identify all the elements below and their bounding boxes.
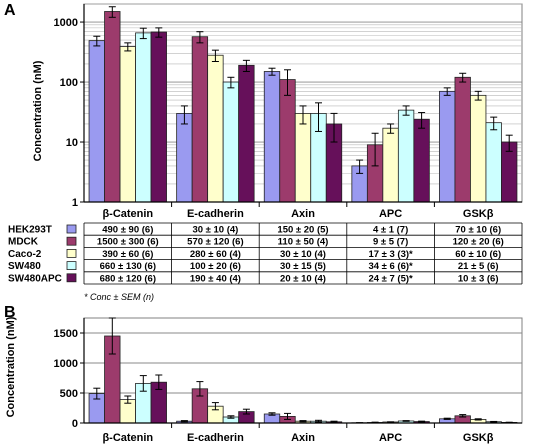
category-label: β-Catenin (102, 432, 153, 444)
table-cell: 30 ± 10 (4) (192, 225, 238, 236)
bar (176, 113, 193, 203)
y-tick-label: 1 (72, 197, 78, 209)
table-cell: 9 ± 5 (7) (373, 237, 408, 248)
y-tick-label: 1000 (54, 17, 78, 29)
table-cell: 680 ± 120 (6) (100, 273, 156, 284)
table-cell: 20 ± 10 (4) (280, 273, 326, 284)
table-cell: 190 ± 40 (4) (190, 273, 241, 284)
bar (413, 118, 430, 203)
y-tick-label: 500 (60, 388, 78, 400)
table-cell: 34 ± 6 (6)* (368, 261, 413, 272)
table-cell: 100 ± 20 (6) (190, 261, 241, 272)
table-cell: 70 ± 10 (6) (455, 225, 501, 236)
bar (397, 109, 415, 203)
table-cell: 1500 ± 300 (6) (97, 237, 159, 248)
bar (88, 40, 105, 203)
bar (382, 127, 399, 203)
table-cell: 4 ± 1 (7) (373, 225, 408, 236)
bar (263, 71, 281, 203)
bar (222, 81, 240, 203)
table-cell: 60 ± 10 (6) (455, 249, 501, 260)
table-cell: 10 ± 3 (6) (458, 273, 499, 284)
table-cell: 570 ± 120 (6) (187, 237, 243, 248)
panel-b-ylabel: Concentration (nM) (5, 316, 17, 417)
bar (191, 36, 209, 203)
category-label: E-cadherin (187, 432, 244, 444)
category-label: β-Catenin (102, 208, 153, 220)
panel-a-label: A (4, 2, 16, 19)
legend-swatch (66, 248, 77, 258)
panel-a-data-table: HEK293T 490 ± 90 (6) 30 ± 10 (4) 150 ± 20 (… (8, 222, 523, 285)
bar (207, 54, 224, 203)
legend-label: SW480 (8, 261, 41, 272)
category-label: GSKβ (463, 208, 494, 220)
table-cell: 150 ± 20 (5) (277, 225, 328, 236)
table-footnote: * Conc ± SEM (n) (84, 292, 154, 302)
legend-swatch (66, 236, 77, 246)
table-cell: 24 ± 7 (5)* (368, 273, 413, 284)
bar (294, 113, 312, 203)
category-label: Axin (291, 432, 315, 444)
table-cell: 390 ± 60 (6) (102, 249, 153, 260)
legend-label: MDCK (8, 237, 39, 248)
bar (470, 94, 487, 203)
panel-b-label: B (4, 304, 16, 321)
category-label: GSKβ (463, 432, 494, 444)
legend-swatch (66, 261, 77, 271)
table-cell: 110 ± 50 (4) (278, 237, 329, 248)
category-label: APC (379, 432, 402, 444)
y-tick-label: 10 (66, 137, 78, 149)
table-cell: 21 ± 5 (6) (458, 261, 499, 272)
y-tick-label: 0 (72, 418, 78, 430)
panel-b-chart: 0 500 1000 1500 β-Catenin E-cadherin Axin APC GS… (54, 317, 523, 444)
bar (238, 64, 255, 203)
table-cell: 280 ± 60 (4) (190, 249, 241, 260)
bar (439, 90, 456, 203)
table-cell: 30 ± 15 (5) (280, 261, 326, 272)
y-tick-label: 100 (60, 77, 78, 89)
category-label: E-cadherin (187, 208, 244, 220)
legend-label: Caco-2 (8, 249, 42, 260)
bar (104, 11, 121, 203)
legend-label: SW480APC (8, 273, 62, 284)
table-cell: 17 ± 3 (3)* (368, 249, 413, 260)
bar (119, 46, 136, 203)
legend-swatch (66, 224, 77, 234)
panel-a-ylabel: Concentration (nM) (32, 60, 44, 161)
panel-a-chart: 1 10 100 1000 β-Catenin E-cadherin Axin APC GSKβ (54, 3, 523, 220)
category-label: APC (379, 208, 402, 220)
bar (485, 122, 502, 203)
y-tick-label: 1000 (54, 358, 78, 370)
legend-label: HEK293T (8, 225, 52, 236)
table-cell: 120 ± 20 (6) (453, 237, 504, 248)
y-tick-label: 1500 (54, 328, 78, 340)
bar (279, 79, 296, 203)
legend-swatch (66, 273, 77, 283)
table-cell: 30 ± 10 (4) (280, 249, 326, 260)
table-cell: 660 ± 130 (6) (100, 261, 156, 272)
bar (135, 32, 152, 203)
table-cell: 490 ± 90 (6) (102, 225, 153, 236)
bar (150, 31, 167, 203)
bar (454, 76, 471, 203)
category-label: Axin (291, 208, 315, 220)
